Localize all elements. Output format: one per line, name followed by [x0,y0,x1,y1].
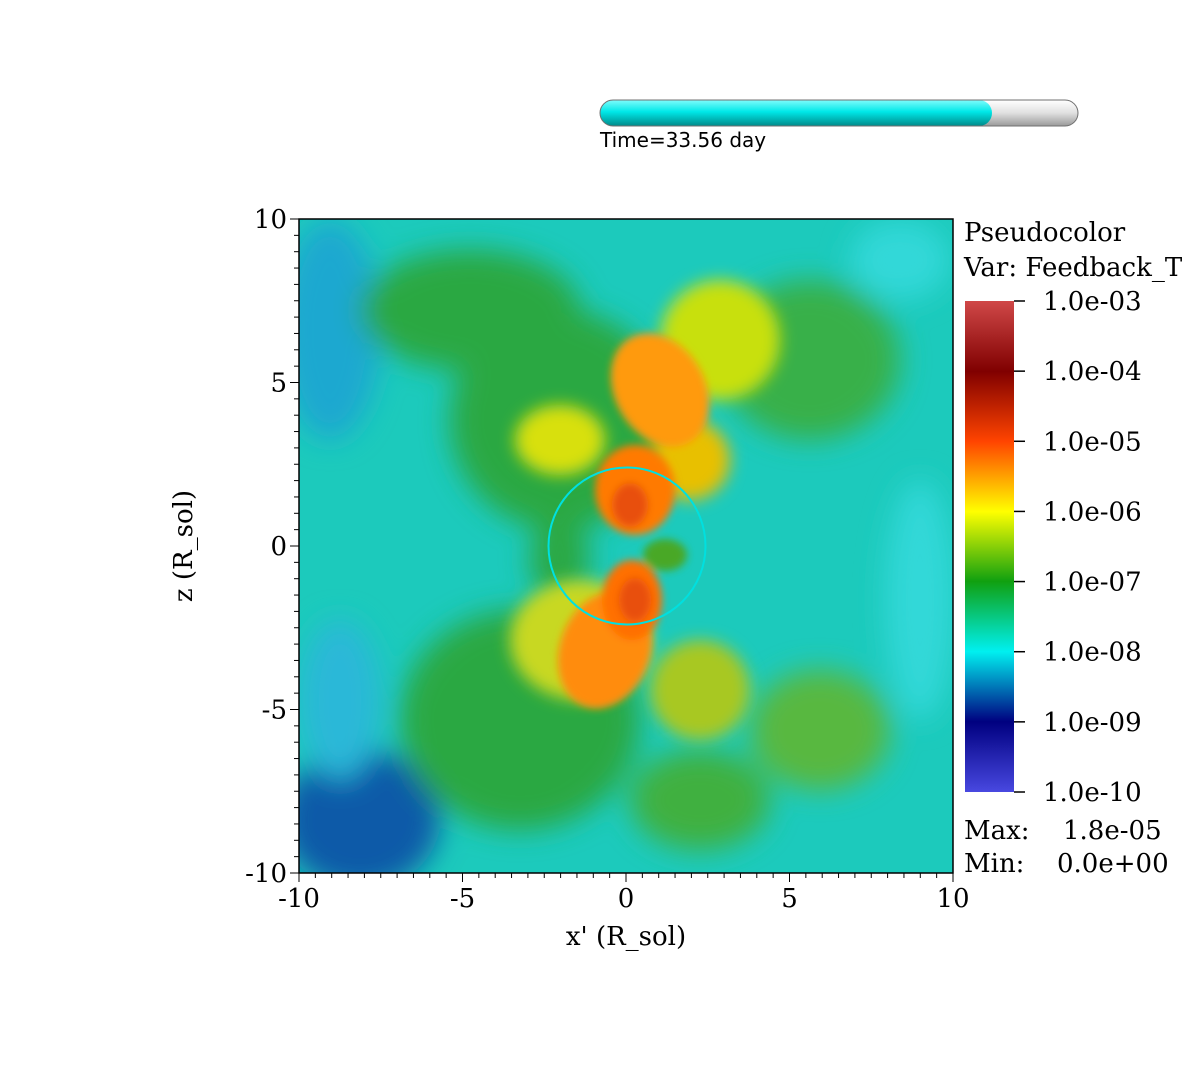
y-tick-label: 5 [270,369,287,399]
y-axis: -10 -5 0 5 10 [245,205,299,889]
x-tick-label: 10 [936,884,969,914]
legend-max-label: Max: [964,816,1030,846]
legend-plot-type: Pseudocolor [964,218,1126,248]
legend-min-label: Min: [964,849,1024,879]
legend-max-value: 1.8e-05 [1063,816,1162,846]
legend-level-label: 1.0e-08 [1043,638,1142,668]
x-tick-label: 5 [781,884,798,914]
time-slider-outline [599,99,1079,127]
y-tick-label: 0 [270,532,287,562]
y-tick-label: -10 [245,859,287,889]
legend-level-label: 1.0e-04 [1043,357,1142,387]
x-tick-label: -5 [450,884,475,914]
legend-level-label: 1.0e-03 [1043,287,1142,317]
y-axis-label: z (R_sol) [169,490,199,602]
legend-level-label: 1.0e-07 [1043,568,1142,598]
legend-min-value: 0.0e+00 [1057,849,1169,879]
time-slider-fill [600,100,992,126]
legend-level-label: 1.0e-10 [1043,778,1142,808]
time-slider[interactable] [599,99,1079,127]
x-axis: -10 -5 0 5 10 [278,873,970,914]
colorbar [965,301,1014,792]
heatmap-field [299,219,953,873]
y-tick-label: 10 [254,205,287,235]
colorbar-ticks: 1.0e-03 1.0e-04 1.0e-05 1.0e-06 1.0e-07 1.0e-… [1014,287,1142,808]
time-label: Time=33.56 day [599,128,766,152]
y-tick-label: -5 [262,696,287,726]
legend-level-label: 1.0e-09 [1043,708,1142,738]
x-tick-label: 0 [618,884,635,914]
x-axis-label: x' (R_sol) [566,922,686,952]
legend-level-label: 1.0e-06 [1043,497,1142,527]
overlay-circle [547,466,707,626]
colorbar-legend: Pseudocolor Var: Feedback_T 1.0e-031.0e-… [963,218,1183,879]
legend-level-label: 1.0e-05 [1043,427,1142,457]
x-tick-label: -10 [278,884,320,914]
legend-variable: Var: Feedback_T [963,253,1183,283]
